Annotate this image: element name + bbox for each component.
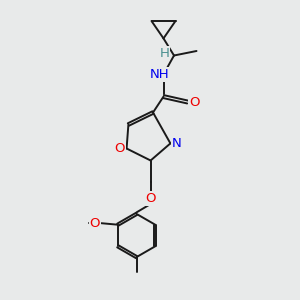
Text: N: N — [172, 137, 182, 150]
Text: O: O — [115, 142, 125, 155]
Text: NH: NH — [150, 68, 170, 81]
Text: O: O — [89, 217, 100, 230]
Text: O: O — [145, 192, 156, 205]
Text: H: H — [160, 46, 169, 60]
Text: O: O — [189, 95, 199, 109]
